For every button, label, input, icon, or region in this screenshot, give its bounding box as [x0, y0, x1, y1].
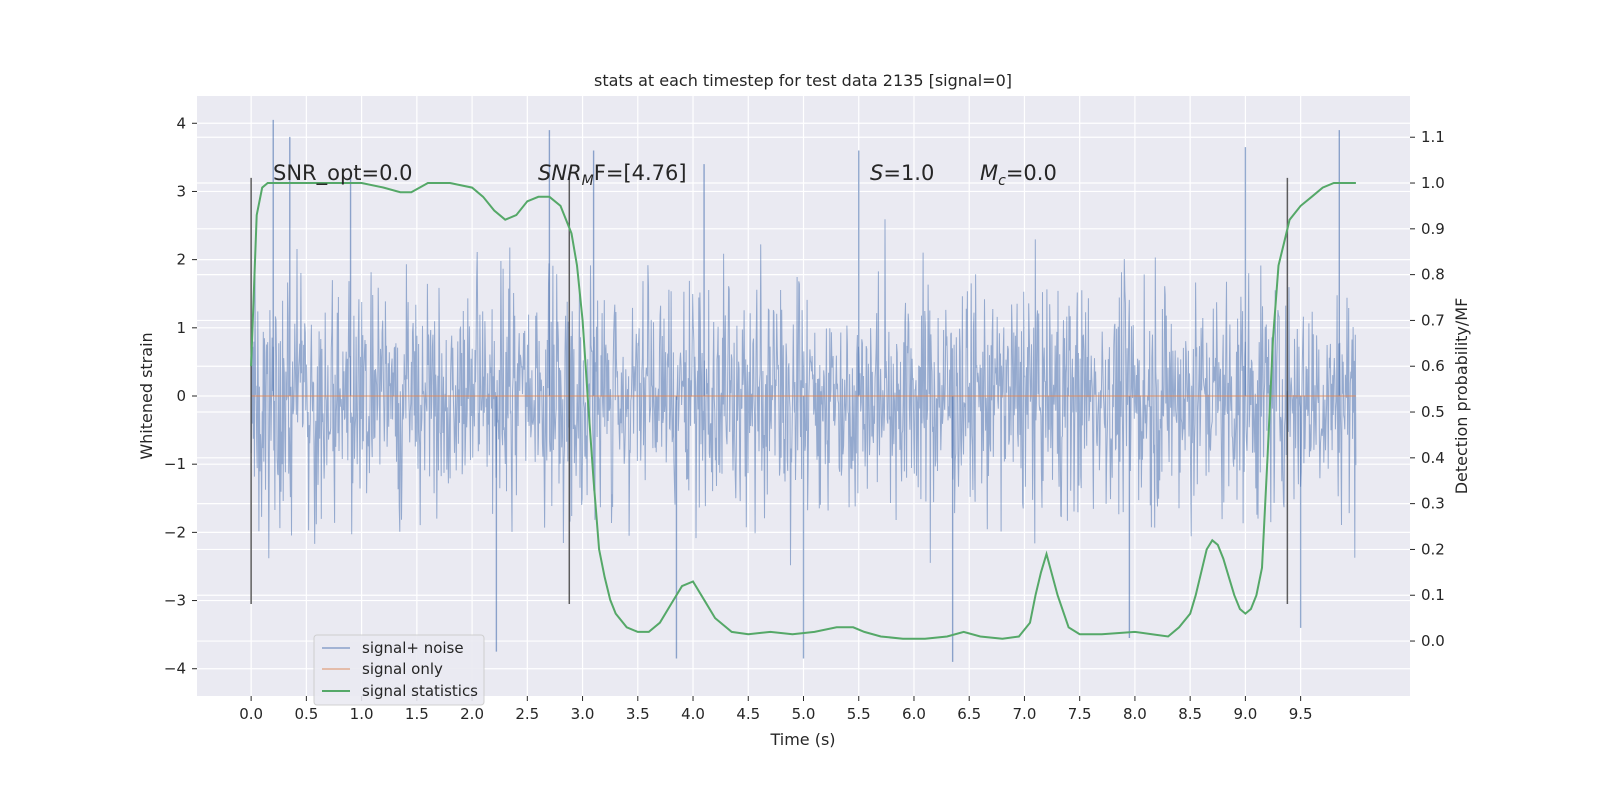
signal-noise-series: [250, 119, 1357, 662]
x-tick-label: 5.0: [792, 705, 816, 723]
annotation-snr-mf-sub: M: [582, 173, 594, 189]
y2-tick-label: 0.1: [1421, 586, 1445, 604]
y-tick-label: 2: [176, 251, 186, 269]
legend: signal+ noise signal only signal statist…: [313, 634, 485, 706]
y2-tick-label: 0.7: [1421, 311, 1445, 329]
x-tick-label: 7.0: [1013, 705, 1037, 723]
legend-label-signal-noise: signal+ noise: [362, 639, 464, 657]
x-tick-label: 7.5: [1068, 705, 1092, 723]
y-tick-label: −1: [164, 455, 186, 473]
x-tick-label: 1.0: [350, 705, 374, 723]
x-tick-label: 9.5: [1289, 705, 1313, 723]
x-tick-label: 2.0: [460, 705, 484, 723]
x-tick-label: 4.5: [736, 705, 760, 723]
annotation-snr-opt: SNR_opt=0.0: [273, 161, 413, 186]
signal-statistics-series: [250, 182, 1356, 640]
x-tick-label: 6.5: [957, 705, 981, 723]
annotation-snr-mf-main: SNR: [538, 161, 582, 185]
y2-tick-label: 0.5: [1421, 403, 1445, 421]
x-tick-label: 1.5: [405, 705, 429, 723]
x-tick-label: 8.5: [1178, 705, 1202, 723]
legend-label-signal-only: signal only: [362, 660, 443, 678]
x-tick-label: 9.0: [1233, 705, 1257, 723]
y2-tick-label: 1.0: [1421, 174, 1445, 192]
legend-label-signal-statistics: signal statistics: [362, 682, 478, 700]
y2-tick-label: 1.1: [1421, 128, 1445, 146]
x-tick-label: 3.5: [626, 705, 650, 723]
x-tick-label: 8.0: [1123, 705, 1147, 723]
y2-tick-label: 0.0: [1421, 632, 1445, 650]
y-tick-label: 4: [176, 114, 186, 132]
x-tick-label: 3.0: [571, 705, 595, 723]
x-tick-label: 6.0: [902, 705, 926, 723]
legend-box: [313, 634, 485, 706]
y-axis-ticks: 4 3 2 1 0 −1 −2 −3 −4: [164, 114, 197, 678]
y2-axis-ticks: 1.1 1.0 0.9 0.8 0.7 0.6 0.5 0.4 0.3 0.2 0.1 0.0: [1410, 128, 1445, 650]
y-tick-label: 1: [176, 319, 186, 337]
y-tick-label: 0: [176, 387, 186, 405]
annotation-snr-mf: SNRMF=[4.76]: [538, 161, 687, 189]
x-axis-label: Time (s): [769, 730, 835, 749]
y-tick-label: −4: [164, 660, 186, 678]
x-tick-label: 4.0: [681, 705, 705, 723]
x-axis-ticks: 0.0 0.5 1.0 1.5 2.0 2.5 3.0 3.5 4.0 4.5 5.0 5.5 6.0 6…: [239, 696, 1313, 723]
x-tick-label: 0.0: [239, 705, 263, 723]
y-tick-label: −3: [164, 592, 186, 610]
annotation-mc-sub: c: [998, 173, 1006, 189]
y2-tick-label: 0.9: [1421, 220, 1445, 238]
y2-tick-label: 0.3: [1421, 495, 1445, 513]
y-axis-label: Whitened strain: [137, 332, 156, 459]
y2-tick-label: 0.2: [1421, 540, 1445, 558]
x-tick-label: 0.5: [294, 705, 318, 723]
x-tick-label: 5.5: [847, 705, 871, 723]
x-tick-label: 2.5: [515, 705, 539, 723]
annotation-s-rest: =1.0: [883, 161, 934, 185]
annotation-mc: Mc=0.0: [980, 161, 1057, 189]
y2-tick-label: 0.6: [1421, 357, 1445, 375]
signal-noise-trace: [250, 219, 1357, 566]
annotation-mc-rest: =0.0: [1006, 161, 1057, 185]
annotation-s: S=1.0: [870, 161, 934, 185]
y-tick-label: −2: [164, 523, 186, 541]
y2-tick-label: 0.4: [1421, 449, 1445, 467]
annotation-mc-main: M: [980, 161, 998, 185]
y2-axis-label: Detection probability/MF: [1452, 298, 1471, 495]
vertical-markers: [250, 177, 1289, 604]
y2-tick-label: 0.8: [1421, 266, 1445, 284]
annotation-s-main: S: [870, 161, 883, 185]
annotation-snr-mf-rest: F=[4.76]: [594, 161, 687, 185]
chart-title: stats at each timestep for test data 213…: [594, 71, 1012, 90]
y-tick-label: 3: [176, 182, 186, 200]
